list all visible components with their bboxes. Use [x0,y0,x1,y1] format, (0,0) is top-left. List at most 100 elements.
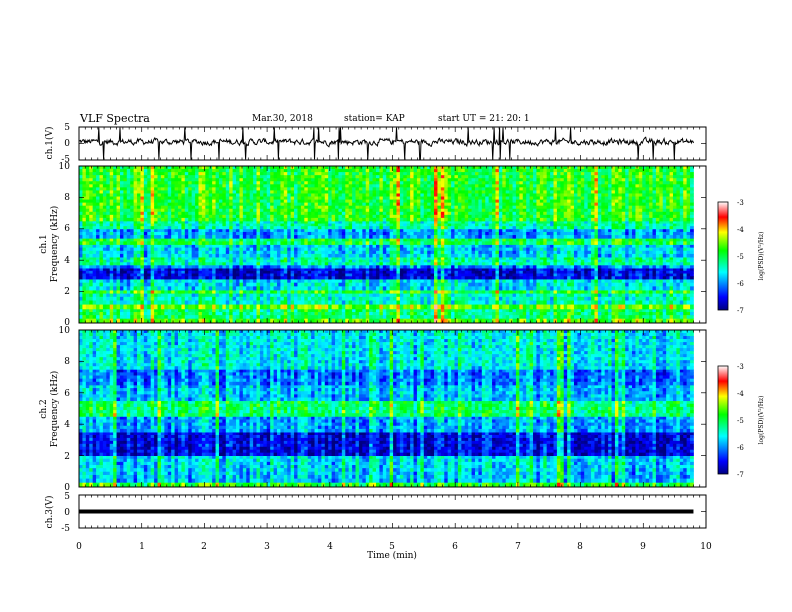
spectrogram-cell [481,308,486,313]
spectrogram-cell [410,264,414,269]
spectrogram-cell [297,270,302,274]
spectrogram-cell [553,268,558,272]
spectrogram-cell [242,228,247,233]
spectrogram-cell [184,273,189,277]
spectrogram-cell [495,312,500,316]
spectrogram-cell [160,296,165,301]
spectrogram-cell [362,293,367,298]
spectrogram-cell [229,273,234,277]
spectrogram-cell [345,273,350,277]
spectrogram-cell [106,257,111,261]
spectrogram-cell [584,304,589,310]
spectrogram-cell [160,264,165,269]
spectrogram-cell [311,257,315,261]
spectrogram-cell [328,296,333,301]
spectrogram-cell [502,308,507,313]
spectrogram-cell [215,282,220,287]
spectrogram-cell [628,268,633,272]
spectrogram-cell [478,241,483,245]
spectrogram-cell [611,318,616,324]
spectrogram-cell [174,308,179,313]
spectrogram-cell [434,259,438,263]
spectrogram-cell [447,259,452,263]
spectrogram-cell [502,257,507,261]
spectrogram-cell [543,262,548,266]
spectrogram-cell [597,312,602,316]
spectrogram-cell [253,276,257,280]
spectrogram-cell [311,308,315,313]
spectrogram-cell [352,315,356,319]
spectrogram-cell [174,257,179,261]
spectrogram-cell [522,293,527,298]
spectrogram-cell [386,296,391,301]
spectrogram-cell [259,296,264,301]
spectrogram-cell [505,276,510,280]
spectrogram-cell [352,312,356,316]
spectrogram-cell [270,276,274,280]
spectrogram-cell [440,268,445,272]
spectrogram-cell [512,270,517,274]
spectrogram-cell [567,308,571,313]
spectrogram-cell [611,270,616,274]
spectrogram-cell [314,290,319,294]
spectrogram-cell [645,250,650,255]
spectrogram-cell [225,259,230,263]
spectrogram-cell [533,276,537,280]
spectrogram-cell [355,315,360,319]
spectrogram-cell [154,238,158,242]
spectrogram-cell [451,300,455,305]
spectrogram-cell [283,238,288,242]
spectrogram-cell [635,241,640,245]
spectrogram-cell [604,238,609,242]
spectrogram-cell [423,247,428,252]
spectrogram-cell [314,241,319,245]
spectrogram-cell [430,247,435,252]
spectrogram-cell [338,282,343,287]
spectrogram-cell [362,238,367,242]
spectrogram-cell [113,276,117,280]
spectrogram-cell [386,244,391,249]
spectrogram-cell [188,270,193,274]
spectrogram-cell [468,264,472,269]
spectrogram-cell [601,253,606,258]
spectrogram-cell [375,312,380,316]
spectrogram-cell [519,268,524,272]
spectrogram-cell [676,312,681,316]
spectrogram-cell [79,315,83,319]
spectrogram-cell [167,282,172,287]
spectrogram-cell [119,304,124,310]
spectrogram-cell [365,241,370,245]
spectrogram-cell [556,244,561,249]
spectrogram-cell [522,264,527,269]
spectrogram-cell [396,273,401,277]
spectrogram-cell [601,293,606,298]
spectrogram-cell [324,308,329,313]
spectrogram-cell [690,270,694,274]
spectrogram-cell [181,279,186,284]
spectrogram-cell [379,270,384,274]
spectrogram-cell [198,290,203,294]
spectrogram-cell [604,312,609,316]
spectrogram-cell [386,304,391,310]
spectrogram-cell [123,262,128,266]
spectrogram-cell [389,308,394,313]
spectrogram-cell [328,244,333,249]
spectrogram-cell [635,262,640,266]
spectrogram-cell [529,290,534,294]
spectrogram-cell [457,282,462,287]
spectrogram-cell [498,286,503,291]
spectrogram-cell [672,293,677,298]
spectrogram-cell [604,244,609,249]
spectrogram-cell [399,300,404,305]
spectrogram-cell [519,273,524,277]
spectrogram-cell [239,318,244,324]
spectrogram-cell [191,244,196,249]
spectrogram-cell [358,273,363,277]
spectrogram-cell [82,247,87,252]
spectrogram-cell [270,293,274,298]
spectrogram-cell [577,270,582,274]
spectrogram-cell [498,264,503,269]
spectrogram-cell [355,276,360,280]
spectrogram-cell [164,270,169,274]
spectrogram-cell [276,308,281,313]
